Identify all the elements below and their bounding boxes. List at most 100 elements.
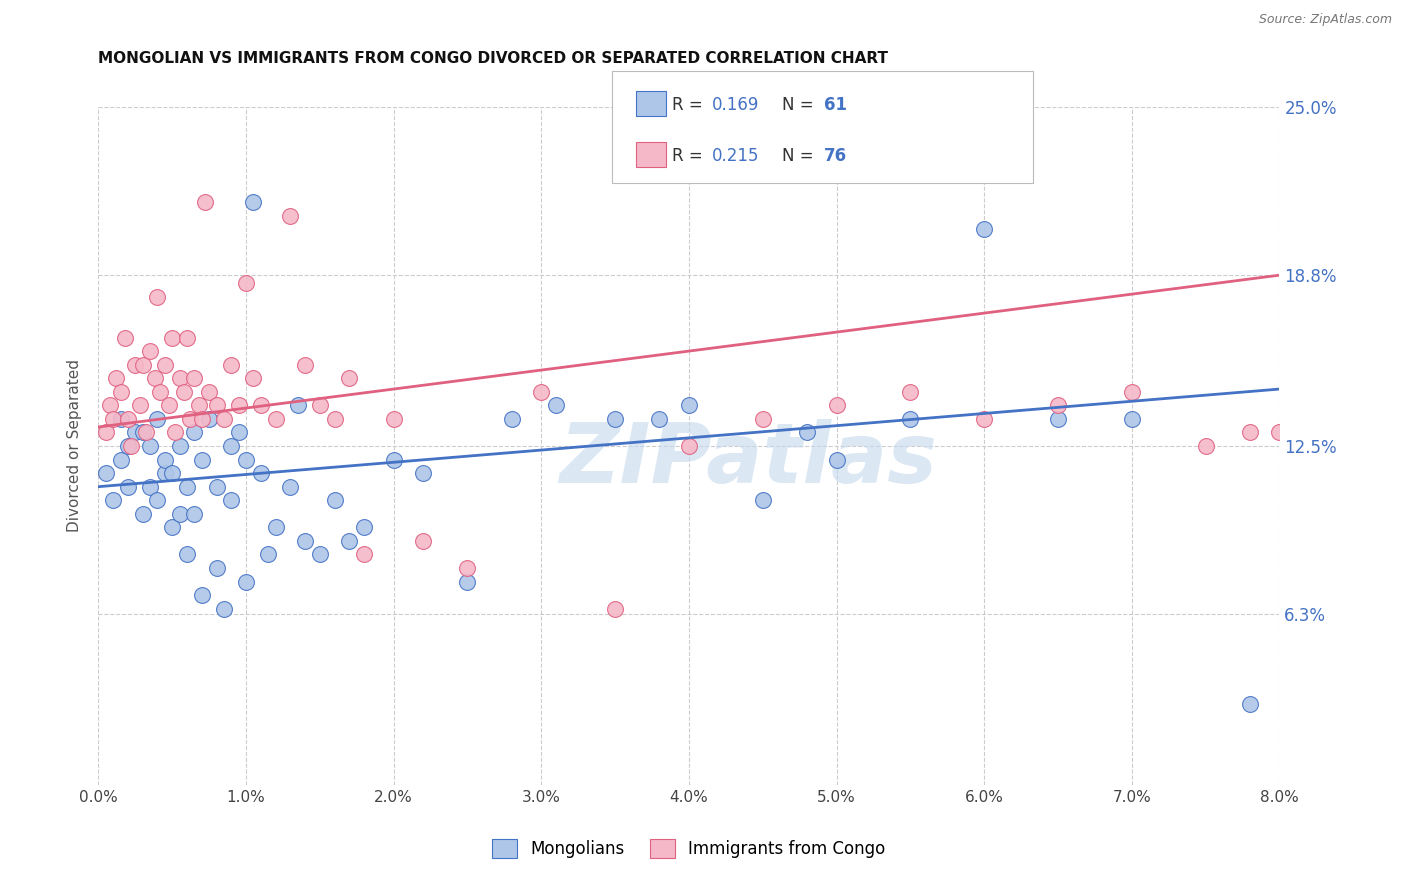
Point xyxy=(412,466,434,480)
Point xyxy=(1046,412,1070,426)
Point xyxy=(457,574,479,589)
Point xyxy=(135,425,157,440)
Point xyxy=(132,425,155,440)
Point xyxy=(117,480,139,494)
Point xyxy=(1046,398,1070,412)
Point xyxy=(124,425,146,440)
Point xyxy=(221,493,243,508)
Point xyxy=(194,194,217,209)
Point xyxy=(162,330,183,344)
Point xyxy=(153,452,176,467)
Point xyxy=(221,358,243,372)
Point xyxy=(1121,412,1143,426)
Point xyxy=(94,466,117,480)
Text: 0.169: 0.169 xyxy=(711,95,759,113)
Point xyxy=(257,548,280,562)
Point xyxy=(149,384,172,399)
Point xyxy=(165,425,187,440)
Point xyxy=(205,398,228,412)
Point xyxy=(191,452,214,467)
Point xyxy=(139,480,162,494)
Point xyxy=(176,330,198,344)
Point xyxy=(110,412,132,426)
Text: 61: 61 xyxy=(824,95,846,113)
Point xyxy=(183,371,205,385)
Point xyxy=(1121,384,1143,399)
Y-axis label: Divorced or Separated: Divorced or Separated xyxy=(67,359,83,533)
Point xyxy=(382,452,405,467)
Point xyxy=(1195,439,1218,453)
Point xyxy=(1239,425,1261,440)
Point xyxy=(294,358,316,372)
Text: N =: N = xyxy=(782,95,818,113)
Point xyxy=(105,371,128,385)
Text: R =: R = xyxy=(672,95,709,113)
Point xyxy=(183,507,205,521)
Point xyxy=(146,412,169,426)
Point xyxy=(605,601,627,615)
Point xyxy=(191,588,214,602)
Point xyxy=(153,358,176,372)
Point xyxy=(250,466,273,480)
Point xyxy=(169,507,191,521)
Text: MONGOLIAN VS IMMIGRANTS FROM CONGO DIVORCED OR SEPARATED CORRELATION CHART: MONGOLIAN VS IMMIGRANTS FROM CONGO DIVOR… xyxy=(98,52,889,66)
Point xyxy=(1268,425,1291,440)
Point xyxy=(242,371,264,385)
Point xyxy=(323,493,346,508)
Point xyxy=(103,493,125,508)
Point xyxy=(648,412,671,426)
Point xyxy=(501,412,523,426)
Point xyxy=(242,194,264,209)
Point xyxy=(146,493,169,508)
Point xyxy=(294,533,316,548)
Point xyxy=(132,507,155,521)
Point xyxy=(264,520,287,534)
Point xyxy=(110,452,132,467)
Point xyxy=(287,398,309,412)
Point xyxy=(825,452,848,467)
Point xyxy=(678,398,700,412)
Text: N =: N = xyxy=(782,147,818,165)
Point xyxy=(205,480,228,494)
Point xyxy=(139,439,162,453)
Point xyxy=(752,493,775,508)
Point xyxy=(143,371,166,385)
Point xyxy=(1239,697,1261,711)
Point xyxy=(752,412,775,426)
Text: 76: 76 xyxy=(824,147,846,165)
Point xyxy=(132,358,155,372)
Point xyxy=(212,412,235,426)
Point xyxy=(353,520,375,534)
Point xyxy=(98,398,121,412)
Point xyxy=(309,398,332,412)
Text: R =: R = xyxy=(672,147,709,165)
Point xyxy=(103,412,125,426)
Point xyxy=(546,398,568,412)
Point xyxy=(198,384,221,399)
Text: 0.215: 0.215 xyxy=(711,147,759,165)
Point xyxy=(183,425,205,440)
Point xyxy=(117,439,139,453)
Point xyxy=(169,371,191,385)
Point xyxy=(825,398,848,412)
Point xyxy=(117,412,139,426)
Point xyxy=(353,548,375,562)
Point xyxy=(280,480,302,494)
Legend: Mongolians, Immigrants from Congo: Mongolians, Immigrants from Congo xyxy=(485,833,893,864)
Text: ZIPatlas: ZIPatlas xyxy=(560,419,936,500)
Point xyxy=(146,290,169,304)
Point xyxy=(339,371,361,385)
Point xyxy=(900,384,922,399)
Point xyxy=(280,209,302,223)
Point xyxy=(250,398,273,412)
Point xyxy=(128,398,150,412)
Point xyxy=(173,384,195,399)
Point xyxy=(900,412,922,426)
Point xyxy=(530,384,553,399)
Point xyxy=(169,439,191,453)
Point xyxy=(120,439,142,453)
Point xyxy=(124,358,146,372)
Point xyxy=(191,412,214,426)
Point xyxy=(235,574,257,589)
Point xyxy=(176,480,198,494)
